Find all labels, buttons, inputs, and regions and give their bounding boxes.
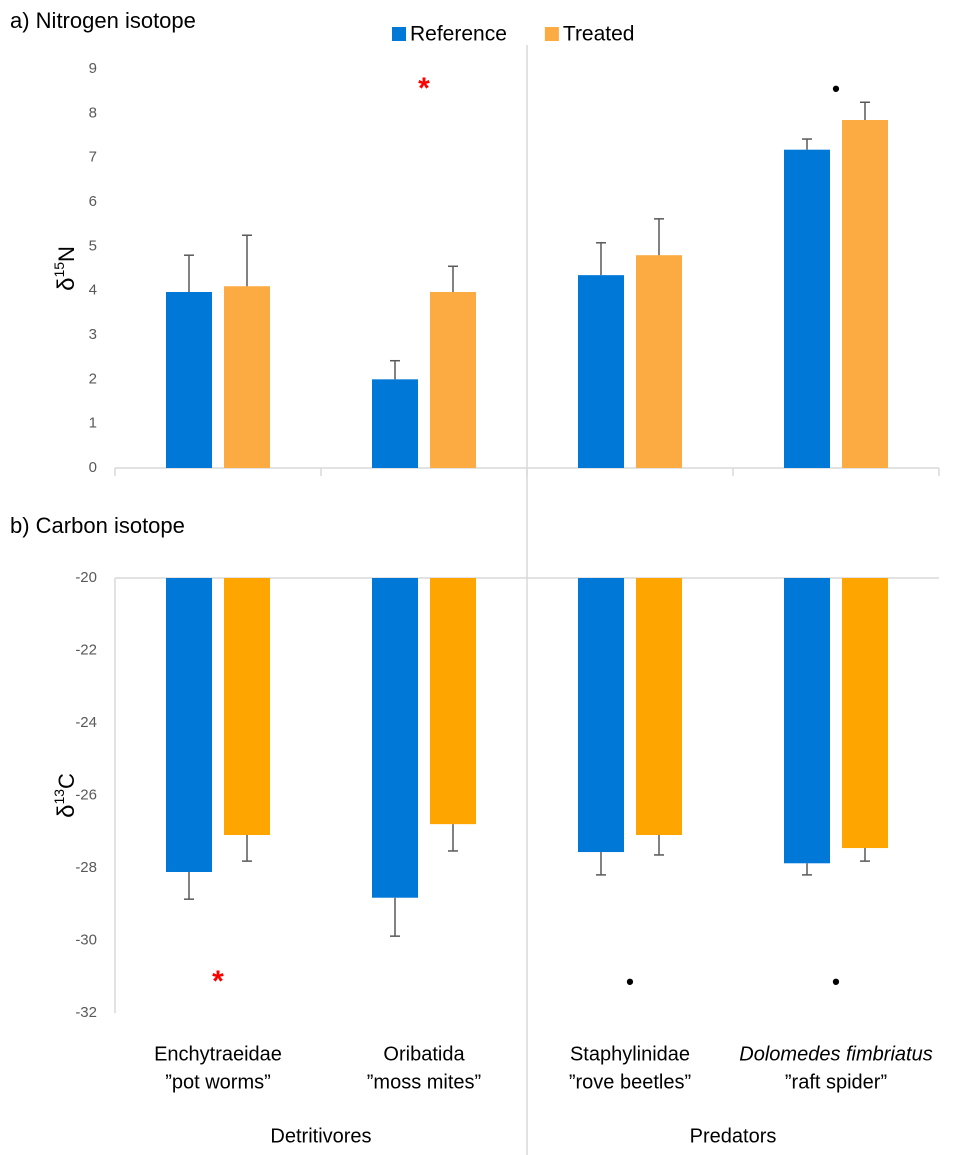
legend-swatch <box>392 27 406 41</box>
x-category-label: Staphylinidae <box>570 1043 690 1065</box>
bar <box>224 286 270 468</box>
y-label-base: C <box>54 773 79 789</box>
legend-swatch <box>544 27 559 41</box>
y-tick-label: 7 <box>89 149 97 166</box>
y-tick-label: -20 <box>75 569 97 586</box>
y-label-sup: 13 <box>51 789 67 805</box>
y-tick-label: 2 <box>89 370 97 387</box>
bar <box>784 578 830 864</box>
bar <box>166 578 212 872</box>
x-category-label: ”raft spider” <box>785 1071 887 1093</box>
y-label-base: N <box>54 246 79 262</box>
bar <box>224 578 270 836</box>
y-tick-label: -28 <box>75 859 97 876</box>
y-tick-label: -32 <box>75 1004 97 1021</box>
bar <box>372 379 418 468</box>
bar <box>784 149 830 469</box>
bar <box>842 119 888 468</box>
y-tick-label: 1 <box>89 415 97 432</box>
bar <box>842 578 888 849</box>
bar <box>372 578 418 898</box>
x-category-label: Enchytraeidae <box>154 1043 282 1065</box>
bar <box>578 275 624 468</box>
bar <box>166 291 212 468</box>
significance-marker: * <box>212 965 224 998</box>
x-category-label: ”moss mites” <box>367 1071 481 1093</box>
y-tick-label: -24 <box>75 714 97 731</box>
x-category-label: Dolomedes fimbriatus <box>739 1043 932 1065</box>
bar <box>430 291 476 468</box>
group-label: Detritivores <box>270 1125 371 1147</box>
bar <box>636 255 682 468</box>
panel-title: b) Carbon isotope <box>10 513 185 538</box>
y-tick-label: -22 <box>75 641 97 658</box>
y-tick-label: 8 <box>89 104 97 121</box>
significance-marker: • <box>626 969 634 994</box>
legend-label: Treated <box>563 23 635 46</box>
y-tick-label: 6 <box>89 193 97 210</box>
y-label-sup: 15 <box>51 262 67 278</box>
y-tick-label: -26 <box>75 786 97 803</box>
y-label-symbol: δ <box>53 805 80 818</box>
x-category-label: ”rove beetles” <box>569 1071 691 1093</box>
panel-title: a) Nitrogen isotope <box>10 8 196 33</box>
y-axis-label: δ15N <box>51 246 81 291</box>
legend-label: Reference <box>410 23 507 46</box>
significance-marker: • <box>832 76 840 101</box>
y-tick-label: 9 <box>89 60 97 77</box>
significance-marker: * <box>418 72 430 105</box>
x-category-label: ”pot worms” <box>165 1071 271 1093</box>
y-tick-label: 3 <box>89 326 97 343</box>
y-tick-label: -30 <box>75 931 97 948</box>
group-label: Predators <box>690 1125 777 1147</box>
x-category-label: Oribatida <box>383 1043 465 1065</box>
y-tick-label: 5 <box>89 237 97 254</box>
y-tick-label: 4 <box>89 282 97 299</box>
significance-marker: • <box>832 969 840 994</box>
bar <box>578 578 624 853</box>
y-tick-label: 0 <box>89 459 97 476</box>
bar <box>636 578 682 836</box>
bar <box>430 578 476 825</box>
y-axis-label: δ13C <box>51 773 81 818</box>
y-label-symbol: δ <box>53 278 80 291</box>
